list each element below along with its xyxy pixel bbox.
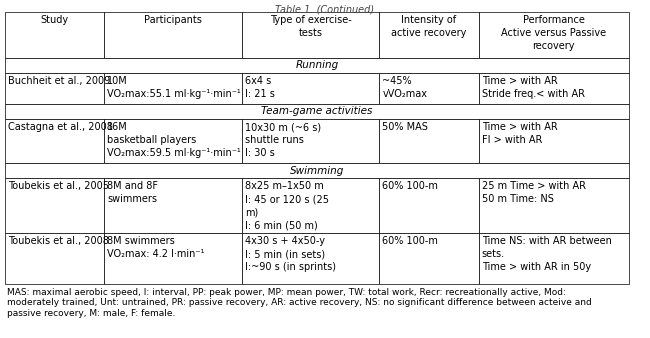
Bar xyxy=(104,178,242,233)
Bar xyxy=(380,12,478,58)
Text: moderately trained, Unt: untrained, PR: passive recovery, AR: active recovery, N: moderately trained, Unt: untrained, PR: … xyxy=(7,298,592,307)
Text: 10x30 m (~6 s)
shuttle runs
I: 30 s: 10x30 m (~6 s) shuttle runs I: 30 s xyxy=(245,122,321,159)
Text: Intensity of
active recovery: Intensity of active recovery xyxy=(391,15,467,38)
Text: Time > with AR
FI > with AR: Time > with AR FI > with AR xyxy=(482,122,557,145)
Text: Type of exercise-
tests: Type of exercise- tests xyxy=(270,15,352,38)
Bar xyxy=(380,178,478,233)
Bar xyxy=(478,119,629,163)
Text: Team-game activities: Team-game activities xyxy=(261,106,372,117)
Text: 8x25 m–1x50 m
I: 45 or 120 s (25
m)
I: 6 min (50 m): 8x25 m–1x50 m I: 45 or 120 s (25 m) I: 6… xyxy=(245,181,329,231)
Text: Participants: Participants xyxy=(144,15,202,25)
Bar xyxy=(478,233,629,284)
Bar xyxy=(242,178,380,233)
Text: 8M swimmers
VO₂max: 4.2 l·min⁻¹: 8M swimmers VO₂max: 4.2 l·min⁻¹ xyxy=(107,236,205,259)
Bar xyxy=(478,12,629,58)
Text: 50% MAS: 50% MAS xyxy=(382,122,428,132)
Text: Time NS: with AR between
sets.
Time > with AR in 50y: Time NS: with AR between sets. Time > wi… xyxy=(482,236,612,272)
Text: 6x4 s
I: 21 s: 6x4 s I: 21 s xyxy=(245,76,275,99)
Text: Swimming: Swimming xyxy=(290,166,344,175)
Text: 10M
VO₂max:55.1 ml·kg⁻¹·min⁻¹: 10M VO₂max:55.1 ml·kg⁻¹·min⁻¹ xyxy=(107,76,241,99)
Text: Table 1. (Continued): Table 1. (Continued) xyxy=(276,4,374,14)
Text: 4x30 s + 4x50-y
I: 5 min (in sets)
I:~90 s (in sprints): 4x30 s + 4x50-y I: 5 min (in sets) I:~90… xyxy=(245,236,336,272)
Text: ~45%
vVO₂max: ~45% vVO₂max xyxy=(382,76,428,99)
Bar xyxy=(104,233,242,284)
Bar xyxy=(104,119,242,163)
Bar xyxy=(242,73,380,104)
Bar xyxy=(5,163,629,178)
Bar xyxy=(380,73,478,104)
Bar xyxy=(242,12,380,58)
Text: passive recovery, M: male, F: female.: passive recovery, M: male, F: female. xyxy=(7,309,176,318)
Bar xyxy=(5,178,104,233)
Text: MAS: maximal aerobic speed, I: interval, PP: peak power, MP: mean power, TW: tot: MAS: maximal aerobic speed, I: interval,… xyxy=(7,288,566,297)
Bar xyxy=(478,178,629,233)
Text: Study: Study xyxy=(40,15,69,25)
Text: Toubekis et al., 2005: Toubekis et al., 2005 xyxy=(8,181,109,191)
Bar xyxy=(5,104,629,119)
Bar xyxy=(5,58,629,73)
Text: 25 m Time > with AR
50 m Time: NS: 25 m Time > with AR 50 m Time: NS xyxy=(482,181,586,204)
Bar xyxy=(478,73,629,104)
Bar xyxy=(104,73,242,104)
Bar xyxy=(5,12,104,58)
Text: Castagna et al., 2008: Castagna et al., 2008 xyxy=(8,122,113,132)
Bar xyxy=(380,119,478,163)
Bar xyxy=(242,233,380,284)
Text: Buchheit et al., 2009: Buchheit et al., 2009 xyxy=(8,76,110,86)
Text: 16M
basketball players
VO₂max:59.5 ml·kg⁻¹·min⁻¹: 16M basketball players VO₂max:59.5 ml·kg… xyxy=(107,122,241,159)
Text: 60% 100-m: 60% 100-m xyxy=(382,236,438,246)
Bar xyxy=(242,119,380,163)
Bar xyxy=(380,233,478,284)
Text: Toubekis et al., 2008: Toubekis et al., 2008 xyxy=(8,236,109,246)
Text: Performance
Active versus Passive
recovery: Performance Active versus Passive recove… xyxy=(501,15,606,51)
Bar xyxy=(5,119,104,163)
Text: 8M and 8F
swimmers: 8M and 8F swimmers xyxy=(107,181,158,204)
Bar xyxy=(104,12,242,58)
Bar xyxy=(5,73,104,104)
Text: 60% 100-m: 60% 100-m xyxy=(382,181,438,191)
Bar xyxy=(5,233,104,284)
Text: Time > with AR
Stride freq.< with AR: Time > with AR Stride freq.< with AR xyxy=(482,76,584,99)
Text: Running: Running xyxy=(295,61,339,71)
